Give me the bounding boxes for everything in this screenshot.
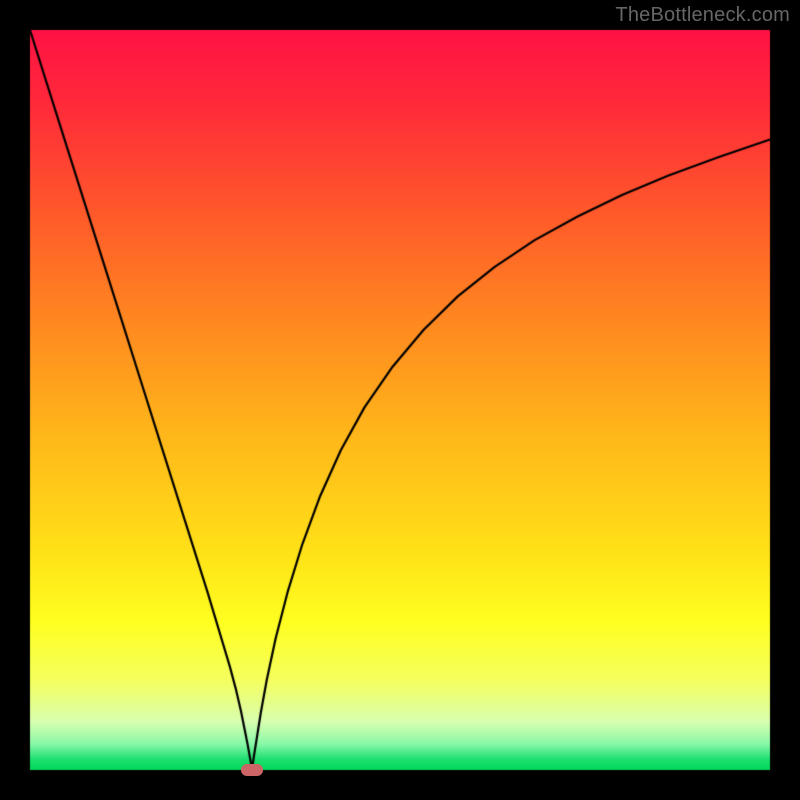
watermark-text: TheBottleneck.com [615, 4, 790, 27]
bottleneck-chart [0, 0, 800, 800]
cusp-marker [241, 764, 263, 776]
